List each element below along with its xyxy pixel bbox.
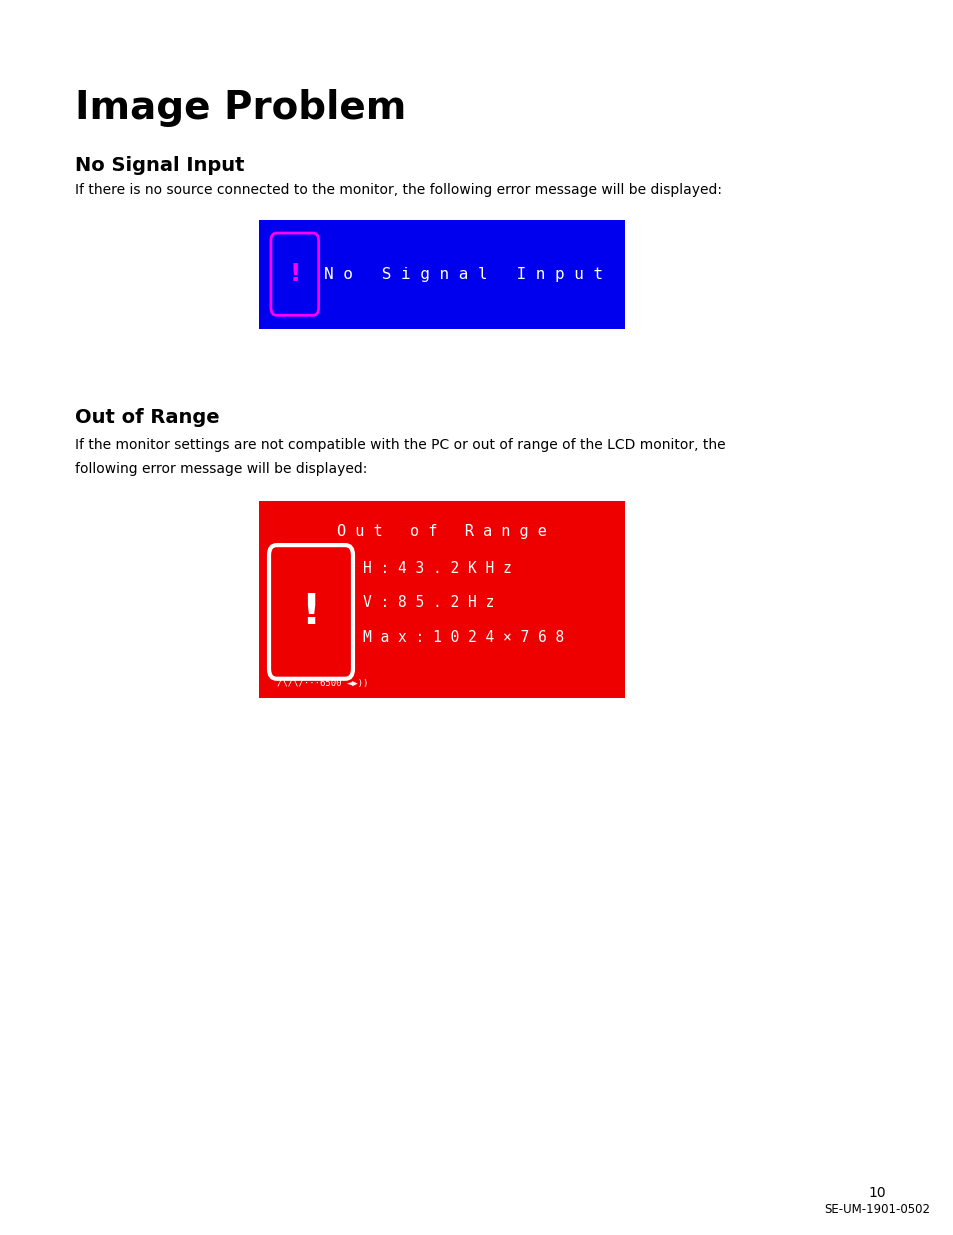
Text: Out of Range: Out of Range (75, 408, 220, 426)
Text: If the monitor settings are not compatible with the PC or out of range of the LC: If the monitor settings are not compatib… (75, 438, 725, 452)
FancyBboxPatch shape (271, 233, 318, 315)
Text: O u t   o f   R a n g e: O u t o f R a n g e (337, 524, 546, 538)
Text: following error message will be displayed:: following error message will be displaye… (75, 462, 367, 475)
FancyBboxPatch shape (269, 545, 353, 679)
Bar (259, 501, 624, 698)
Text: V : 8 5 . 2 H z: V : 8 5 . 2 H z (362, 595, 494, 610)
Text: /\/\/···6500 ◄▶)): /\/\/···6500 ◄▶)) (276, 679, 368, 688)
Text: H : 4 3 . 2 K H z: H : 4 3 . 2 K H z (362, 561, 511, 576)
Text: If there is no source connected to the monitor, the following error message will: If there is no source connected to the m… (75, 183, 721, 196)
Text: No Signal Input: No Signal Input (75, 156, 245, 174)
Text: !: ! (289, 262, 300, 287)
Text: M a x : 1 0 2 4 × 7 6 8: M a x : 1 0 2 4 × 7 6 8 (362, 630, 563, 645)
Text: !: ! (301, 590, 320, 634)
Text: Image Problem: Image Problem (75, 89, 406, 127)
Text: 10: 10 (868, 1186, 885, 1199)
Text: SE-UM-1901-0502: SE-UM-1901-0502 (823, 1203, 930, 1216)
Text: N o   S i g n a l   I n p u t: N o S i g n a l I n p u t (324, 267, 603, 282)
Bar (259, 220, 624, 329)
